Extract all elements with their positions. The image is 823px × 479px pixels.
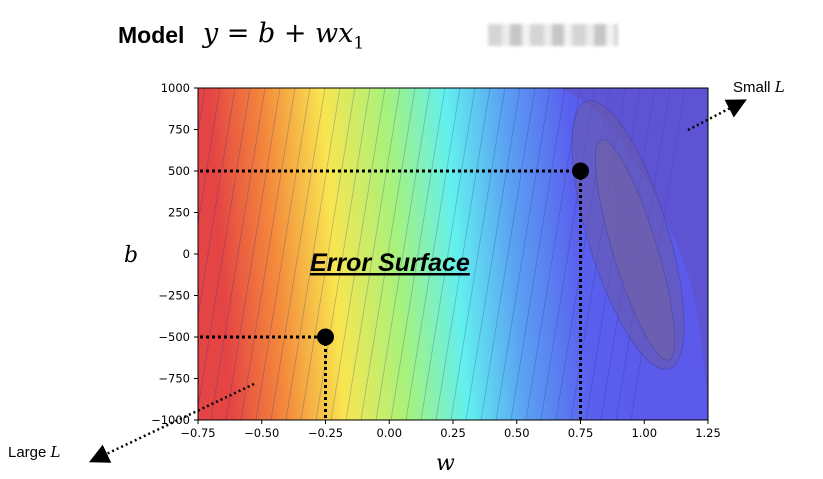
contour-line bbox=[255, 88, 311, 420]
y-tick-label: −750 bbox=[158, 372, 190, 386]
minimum-basin bbox=[560, 88, 708, 420]
x-axis-label: w bbox=[436, 451, 455, 476]
y-tick-label: 1000 bbox=[161, 81, 190, 95]
y-tick-label: 250 bbox=[168, 206, 190, 220]
large-L-symbol: L bbox=[50, 443, 61, 461]
contour-line bbox=[198, 88, 221, 226]
x-tick-label: −0.75 bbox=[180, 426, 215, 440]
contour-line bbox=[375, 88, 431, 420]
contour-line bbox=[300, 88, 356, 420]
y-tick-label: 500 bbox=[168, 164, 190, 178]
y-axis-label: b bbox=[124, 243, 138, 268]
data-point bbox=[317, 328, 334, 346]
contour-line bbox=[198, 88, 236, 318]
model-label: Model bbox=[118, 22, 185, 49]
dotted-guides bbox=[200, 169, 582, 420]
svg-text:Small L: Small L bbox=[733, 78, 785, 96]
x-axis-ticks: −0.75 −0.50 −0.25 0.00 0.25 0.50 0.75 1.00 1.25 bbox=[180, 420, 721, 440]
contour-line bbox=[285, 88, 341, 420]
data-point bbox=[572, 162, 589, 180]
x-tick-label: 1.00 bbox=[631, 426, 657, 440]
x-tick-label: 0.75 bbox=[568, 426, 594, 440]
plot-area bbox=[197, 87, 709, 421]
contour-line bbox=[405, 88, 461, 420]
large-L-text: Large bbox=[8, 444, 46, 461]
x-tick-label: 1.25 bbox=[695, 426, 721, 440]
contour-line bbox=[450, 88, 506, 420]
contour-line bbox=[330, 88, 386, 420]
error-surface-label: Error Surface bbox=[310, 249, 470, 277]
data-points bbox=[317, 162, 589, 346]
x-tick-label: 0.25 bbox=[440, 426, 466, 440]
x-tick-label: −0.50 bbox=[244, 426, 279, 440]
y-axis-ticks: 1000 750 500 250 0 −250 −500 −750 −1000 bbox=[151, 81, 198, 427]
chart-title-area: Model y = b + wx1 bbox=[118, 18, 364, 53]
x-tick-label: −0.25 bbox=[308, 426, 343, 440]
contour-line bbox=[198, 88, 251, 411]
y-tick-label: 750 bbox=[168, 123, 190, 137]
small-L-arrow bbox=[687, 99, 747, 132]
contour-line bbox=[210, 88, 266, 420]
contour-line bbox=[360, 88, 416, 420]
x-tick-label: 0.00 bbox=[376, 426, 402, 440]
contour-line bbox=[270, 88, 326, 420]
contour-line bbox=[345, 88, 401, 420]
contour-line bbox=[390, 88, 446, 420]
blurred-watermark bbox=[488, 24, 618, 46]
contour-line bbox=[225, 88, 281, 420]
contour-line bbox=[495, 88, 551, 420]
contour-line bbox=[420, 88, 476, 420]
contour-line bbox=[510, 88, 566, 420]
contour-line bbox=[435, 88, 491, 420]
contour-line bbox=[315, 88, 371, 420]
model-equation: y = b + wx1 bbox=[202, 18, 365, 54]
small-L-text: Small bbox=[733, 79, 771, 96]
y-tick-label: 0 bbox=[183, 247, 190, 261]
y-tick-label: −1000 bbox=[151, 413, 190, 427]
y-tick-label: −500 bbox=[158, 330, 190, 344]
contour-line bbox=[465, 88, 521, 420]
small-L-symbol: L bbox=[774, 78, 785, 96]
small-L-annotation: Small L bbox=[687, 78, 785, 132]
contour-line bbox=[480, 88, 536, 420]
svg-text:Large L: Large L bbox=[8, 443, 61, 461]
contour-line bbox=[240, 88, 296, 420]
x-tick-label: 0.50 bbox=[504, 426, 530, 440]
y-tick-label: −250 bbox=[158, 289, 190, 303]
large-L-annotation: Large L bbox=[8, 382, 255, 463]
contour-line bbox=[525, 88, 581, 420]
large-L-arrow bbox=[88, 382, 255, 463]
